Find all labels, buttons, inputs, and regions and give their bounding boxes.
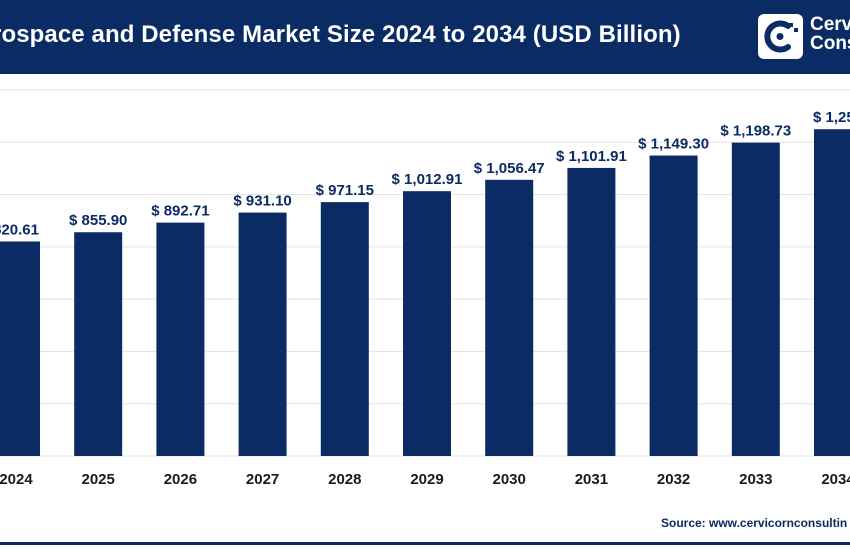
- x-tick-2033: 2033: [739, 471, 772, 488]
- x-tick-2028: 2028: [328, 471, 361, 488]
- bar-2026: [156, 222, 205, 456]
- x-tick-2030: 2030: [493, 471, 526, 488]
- chart-title: rospace and Defense Market Size 2024 to …: [0, 21, 681, 48]
- bar-2029: [403, 191, 451, 456]
- x-tick-2031: 2031: [575, 471, 608, 488]
- bar-2032: [649, 155, 698, 456]
- header-banner: rospace and Defense Market Size 2024 to …: [0, 0, 850, 74]
- brand-name: Cervic Consu: [810, 15, 850, 53]
- data-label-2024: 820.61: [0, 221, 39, 238]
- bar-2027: [238, 212, 287, 456]
- data-labels: 820.61 $ 855.90 $ 892.71 $ 931.10 $ 971.15 $ …: [0, 109, 850, 238]
- footer-divider: [0, 542, 850, 545]
- x-axis-ticks: 2024 2025 2026 2027 2028 2029 2030 2031 2032 2033…: [0, 471, 850, 488]
- brand-line-2: Consu: [810, 33, 850, 54]
- data-label-2027: $ 931.10: [233, 193, 291, 210]
- bar-2031: [567, 167, 616, 456]
- data-label-2032: $ 1,149.30: [638, 136, 709, 153]
- cervicorn-logo-icon: [758, 14, 803, 59]
- data-label-2030: $ 1,056.47: [474, 160, 545, 177]
- x-tick-2029: 2029: [410, 471, 443, 488]
- x-tick-2026: 2026: [164, 471, 197, 488]
- data-label-2025: $ 855.90: [69, 212, 127, 229]
- bar-2025: [74, 232, 123, 456]
- data-label-2026: $ 892.71: [151, 203, 209, 220]
- x-tick-2034: 2034: [821, 471, 850, 488]
- x-tick-2027: 2027: [246, 471, 279, 488]
- data-label-2028: $ 971.15: [316, 182, 374, 199]
- bars: [0, 129, 850, 456]
- x-tick-2025: 2025: [82, 471, 115, 488]
- data-label-2029: $ 1,012.91: [392, 171, 463, 188]
- source-note: Source: www.cervicornconsultin: [661, 516, 848, 530]
- x-tick-2024: 2024: [0, 471, 33, 488]
- bar-chart: 820.61 $ 855.90 $ 892.71 $ 931.10 $ 971.15 $ …: [0, 89, 850, 488]
- bar-2030: [485, 179, 534, 456]
- data-label-2034: $ 1,250: [813, 109, 850, 126]
- x-tick-2032: 2032: [657, 471, 690, 488]
- bar-2024: [0, 241, 40, 456]
- bar-2033: [731, 142, 780, 456]
- data-label-2031: $ 1,101.91: [556, 148, 627, 165]
- bar-2034: [814, 129, 850, 456]
- data-label-2033: $ 1,198.73: [720, 123, 791, 140]
- brand-line-1: Cervic: [810, 14, 850, 35]
- bar-2028: [320, 202, 369, 456]
